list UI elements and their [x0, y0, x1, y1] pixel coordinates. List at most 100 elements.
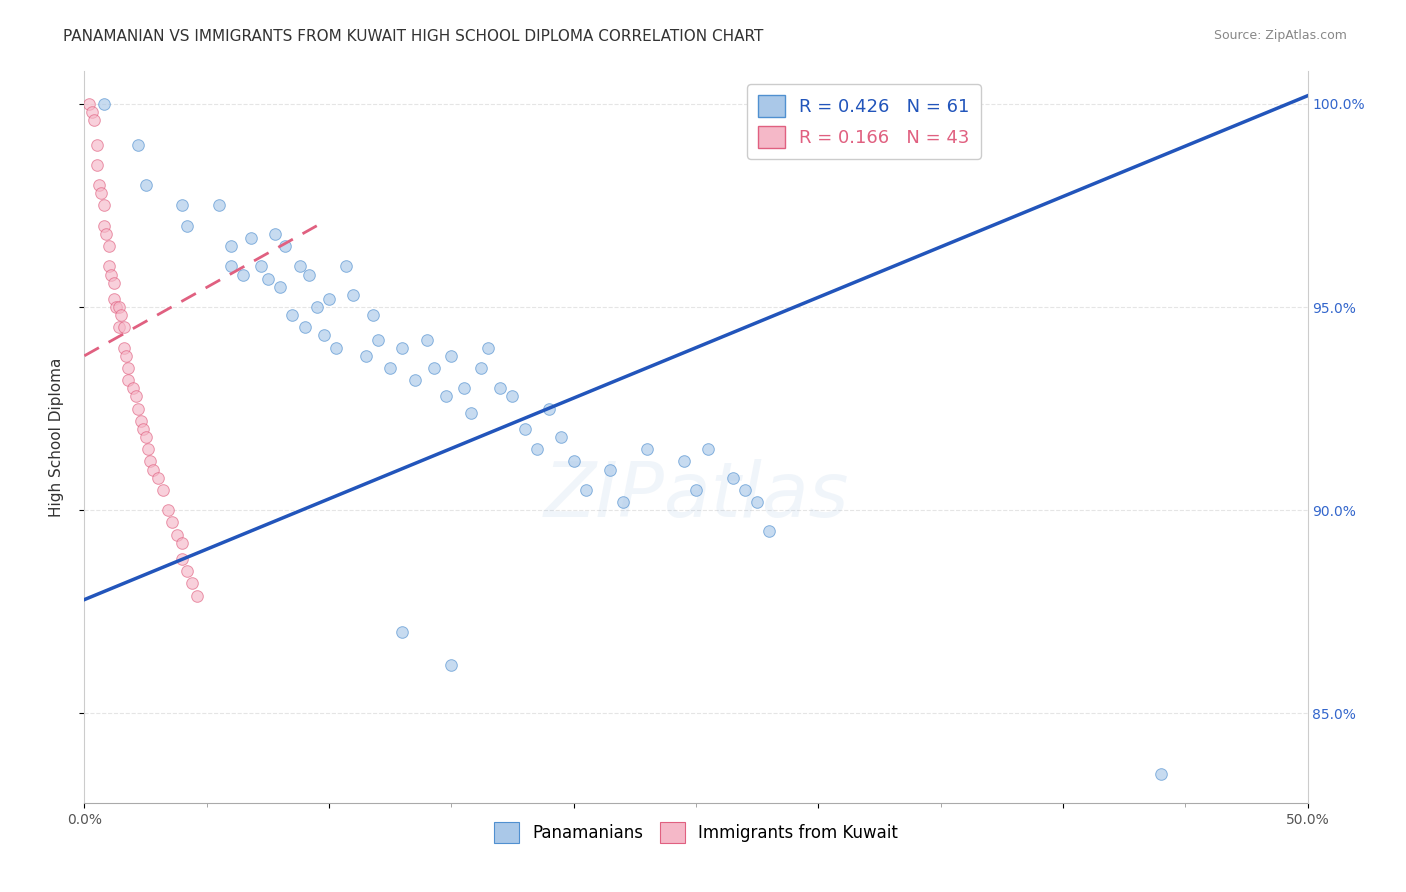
Point — [186, 589, 208, 603]
Point — [562, 454, 585, 468]
Point — [318, 292, 340, 306]
Point — [132, 422, 155, 436]
Point — [575, 483, 598, 497]
Point — [83, 113, 105, 128]
Point — [599, 462, 621, 476]
Point — [335, 260, 357, 274]
Point — [103, 292, 125, 306]
Point — [122, 381, 145, 395]
Point — [264, 227, 287, 241]
Point — [135, 430, 157, 444]
Point — [100, 268, 122, 282]
Point — [423, 361, 446, 376]
Point — [269, 279, 291, 293]
Point — [453, 381, 475, 395]
Point — [391, 625, 413, 640]
Point — [77, 96, 100, 111]
Point — [249, 260, 271, 274]
Point — [612, 495, 634, 509]
Point — [460, 406, 482, 420]
Point — [440, 349, 463, 363]
Point — [219, 239, 242, 253]
Point — [87, 178, 110, 193]
Point — [93, 198, 115, 212]
Point — [176, 219, 198, 233]
Point — [298, 268, 321, 282]
Point — [294, 320, 316, 334]
Point — [477, 341, 499, 355]
Point — [127, 401, 149, 416]
Point — [470, 361, 492, 376]
Text: PANAMANIAN VS IMMIGRANTS FROM KUWAIT HIGH SCHOOL DIPLOMA CORRELATION CHART: PANAMANIAN VS IMMIGRANTS FROM KUWAIT HIG… — [63, 29, 763, 44]
Point — [115, 349, 138, 363]
Point — [404, 373, 426, 387]
Point — [142, 462, 165, 476]
Point — [90, 186, 112, 201]
Point — [86, 158, 108, 172]
Point — [110, 308, 132, 322]
Point — [747, 495, 769, 509]
Y-axis label: High School Diploma: High School Diploma — [49, 358, 63, 516]
Point — [136, 442, 159, 457]
Point — [526, 442, 548, 457]
Text: ZIPatlas: ZIPatlas — [543, 458, 849, 533]
Point — [93, 219, 115, 233]
Point — [380, 361, 402, 376]
Point — [1150, 767, 1173, 781]
Point — [391, 341, 413, 355]
Point — [117, 373, 139, 387]
Point — [172, 198, 194, 212]
Point — [112, 341, 135, 355]
Point — [342, 288, 364, 302]
Point — [734, 483, 756, 497]
Point — [274, 239, 297, 253]
Point — [162, 516, 184, 530]
Point — [550, 430, 572, 444]
Point — [208, 198, 231, 212]
Point — [314, 328, 336, 343]
Point — [117, 361, 139, 376]
Point — [172, 535, 194, 549]
Point — [239, 231, 262, 245]
Point — [166, 527, 188, 541]
Point — [112, 320, 135, 334]
Point — [361, 308, 384, 322]
Point — [127, 137, 149, 152]
Point — [156, 503, 179, 517]
Point — [80, 105, 103, 120]
Point — [176, 564, 198, 578]
Point — [416, 333, 439, 347]
Point — [436, 389, 458, 403]
Point — [513, 422, 536, 436]
Point — [758, 524, 780, 538]
Point — [97, 260, 120, 274]
Legend: Panamanians, Immigrants from Kuwait: Panamanians, Immigrants from Kuwait — [488, 815, 904, 849]
Point — [219, 260, 242, 274]
Point — [172, 552, 194, 566]
Point — [354, 349, 377, 363]
Point — [685, 483, 707, 497]
Point — [288, 260, 311, 274]
Point — [139, 454, 162, 468]
Point — [129, 414, 152, 428]
Point — [107, 300, 129, 314]
Point — [672, 454, 695, 468]
Point — [96, 227, 118, 241]
Point — [257, 271, 280, 285]
Point — [125, 389, 148, 403]
Point — [367, 333, 389, 347]
Point — [305, 300, 328, 314]
Point — [502, 389, 524, 403]
Point — [721, 471, 744, 485]
Point — [232, 268, 254, 282]
Point — [489, 381, 512, 395]
Point — [105, 300, 128, 314]
Point — [181, 576, 204, 591]
Point — [107, 320, 129, 334]
Point — [440, 657, 463, 672]
Point — [152, 483, 174, 497]
Point — [636, 442, 658, 457]
Point — [93, 96, 115, 111]
Point — [86, 137, 108, 152]
Point — [325, 341, 347, 355]
